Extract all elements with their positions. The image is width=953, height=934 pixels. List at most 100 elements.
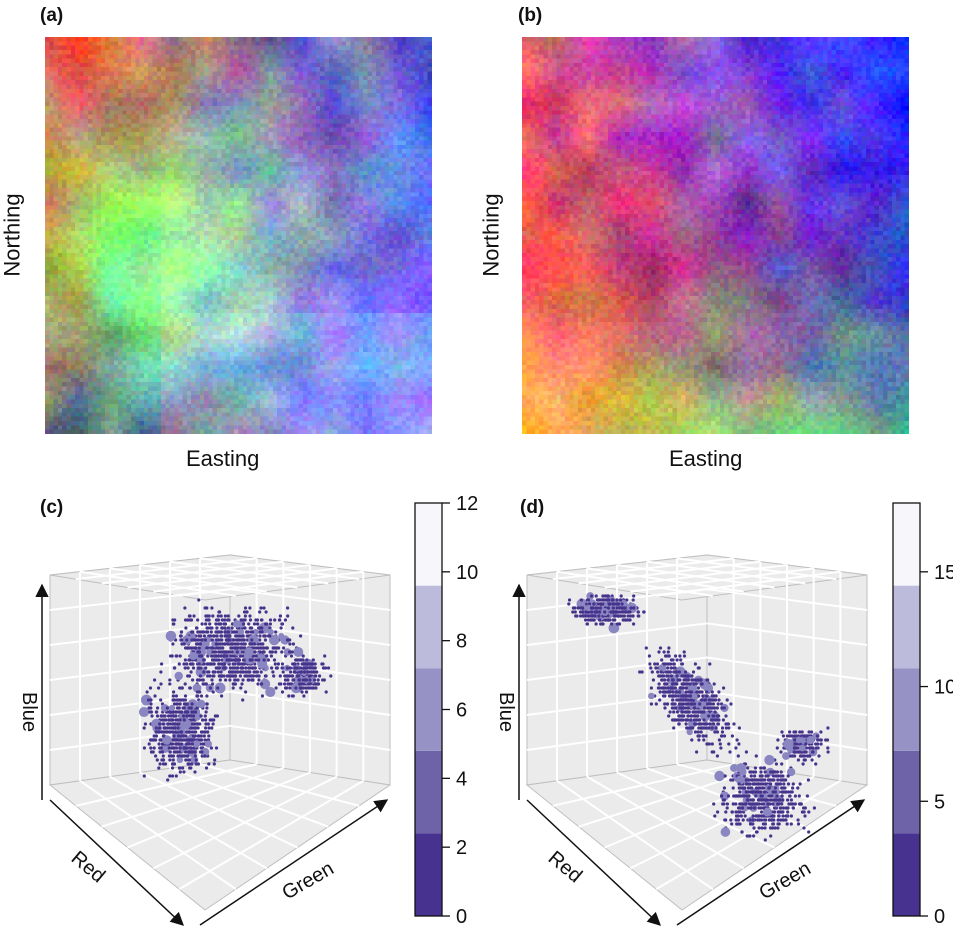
panel-c-point	[223, 626, 227, 630]
panel-d-point	[670, 686, 674, 690]
panel-c-point	[259, 678, 271, 690]
panel-c-point	[220, 626, 224, 630]
panel-c-point	[195, 690, 200, 694]
panel-d-point	[729, 778, 733, 782]
panel-d-point	[586, 618, 590, 622]
panel-c-point	[197, 699, 206, 709]
panel-c-point	[184, 626, 188, 630]
panel-c-point	[223, 642, 227, 646]
panel-c-point	[173, 722, 177, 726]
panel-c-point	[300, 662, 304, 666]
panel-d-point	[681, 706, 685, 710]
panel-c-point	[285, 674, 289, 678]
panel-d-point	[705, 678, 709, 682]
panel-c-point	[205, 702, 209, 706]
panel-c-point	[210, 654, 214, 658]
panel-d-point	[598, 618, 602, 622]
panel-d-point	[717, 690, 721, 694]
panel-d-point	[574, 614, 578, 618]
panel-d-point	[717, 698, 721, 702]
panel-d-point	[720, 706, 724, 710]
panel-d-point	[792, 750, 796, 754]
panel-c-point	[157, 742, 161, 746]
panel-c-point	[196, 630, 200, 634]
panel-d-point	[826, 726, 830, 730]
panel-c-point	[228, 650, 232, 654]
panel-b-heatmap	[522, 37, 909, 434]
panel-d-point	[720, 730, 725, 734]
panel-d-point	[769, 834, 773, 838]
panel-c-point	[228, 666, 232, 670]
panel-c-point	[233, 620, 241, 628]
panel-d-point	[671, 658, 675, 662]
panel-d-point	[698, 702, 702, 706]
panel-d-point	[777, 802, 781, 806]
panel-d-point	[730, 734, 734, 738]
panel-c-point	[258, 626, 262, 630]
panel-d-point	[704, 734, 708, 738]
panel-d-point	[720, 794, 724, 798]
panel-c-point	[261, 642, 265, 646]
panel-c-point	[204, 766, 209, 770]
panel-c-point	[226, 626, 230, 630]
panel-c-point	[190, 756, 199, 764]
panel-c-point	[223, 666, 227, 670]
panel-d-point	[600, 602, 604, 606]
panel-d-point	[595, 610, 599, 614]
panel-d-point	[799, 802, 803, 806]
panel-d-point	[667, 646, 671, 650]
panel-d-point	[732, 722, 736, 726]
panel-c-point	[160, 662, 164, 666]
panel-d-point	[761, 814, 765, 818]
panel-d-point	[679, 658, 683, 662]
panel-c-point	[223, 618, 227, 622]
panel-d-point	[715, 714, 719, 718]
panel-d-point	[713, 698, 717, 702]
panel-d-point	[793, 794, 797, 798]
panel-c-point	[221, 662, 225, 666]
panel-d-point	[786, 774, 790, 778]
panel-d-point	[731, 778, 735, 782]
panel-d-point	[802, 826, 806, 830]
panel-d-points	[567, 592, 830, 842]
panel-c-point	[270, 666, 274, 670]
panel-c-point	[213, 758, 217, 762]
panel-c-point	[165, 730, 169, 734]
panel-c-point	[169, 718, 173, 722]
panel-c-point	[236, 670, 240, 674]
panel-c-point	[226, 618, 230, 622]
panel-c-point	[273, 618, 277, 622]
panel-d-point	[710, 690, 714, 694]
panel-c-point	[204, 666, 208, 670]
panel-d-point	[749, 822, 753, 826]
panel-d-point	[780, 794, 784, 798]
panel-d-point	[712, 682, 716, 686]
panel-d-point	[795, 736, 803, 744]
panel-d-point	[690, 674, 694, 678]
panel-d-point	[595, 598, 600, 602]
panel-d-point	[657, 682, 661, 686]
panel-d-point	[722, 706, 726, 710]
panel-d-point	[748, 818, 752, 822]
panel-c-point	[299, 670, 303, 674]
panel-c-point	[146, 698, 151, 702]
panel-c-point	[254, 646, 258, 650]
panel-d-point	[620, 614, 624, 618]
panel-c-point	[192, 683, 202, 693]
panel-c-point	[186, 758, 190, 762]
panel-d-point	[769, 782, 773, 786]
panel-c-point	[171, 710, 175, 714]
panel-c-point	[173, 726, 177, 730]
panel-c-point	[301, 654, 305, 658]
panel-d-point	[788, 730, 792, 734]
panel-c-point	[204, 622, 208, 626]
panel-c-point	[191, 711, 202, 721]
panel-c-point	[170, 774, 175, 778]
panel-c-point	[179, 698, 183, 702]
panel-d-point	[751, 814, 755, 818]
panel-c-point	[314, 674, 318, 678]
panel-d-point	[803, 814, 807, 818]
panel-c-point	[183, 682, 187, 686]
panel-c-point	[149, 750, 154, 754]
panel-d-point	[703, 698, 707, 702]
